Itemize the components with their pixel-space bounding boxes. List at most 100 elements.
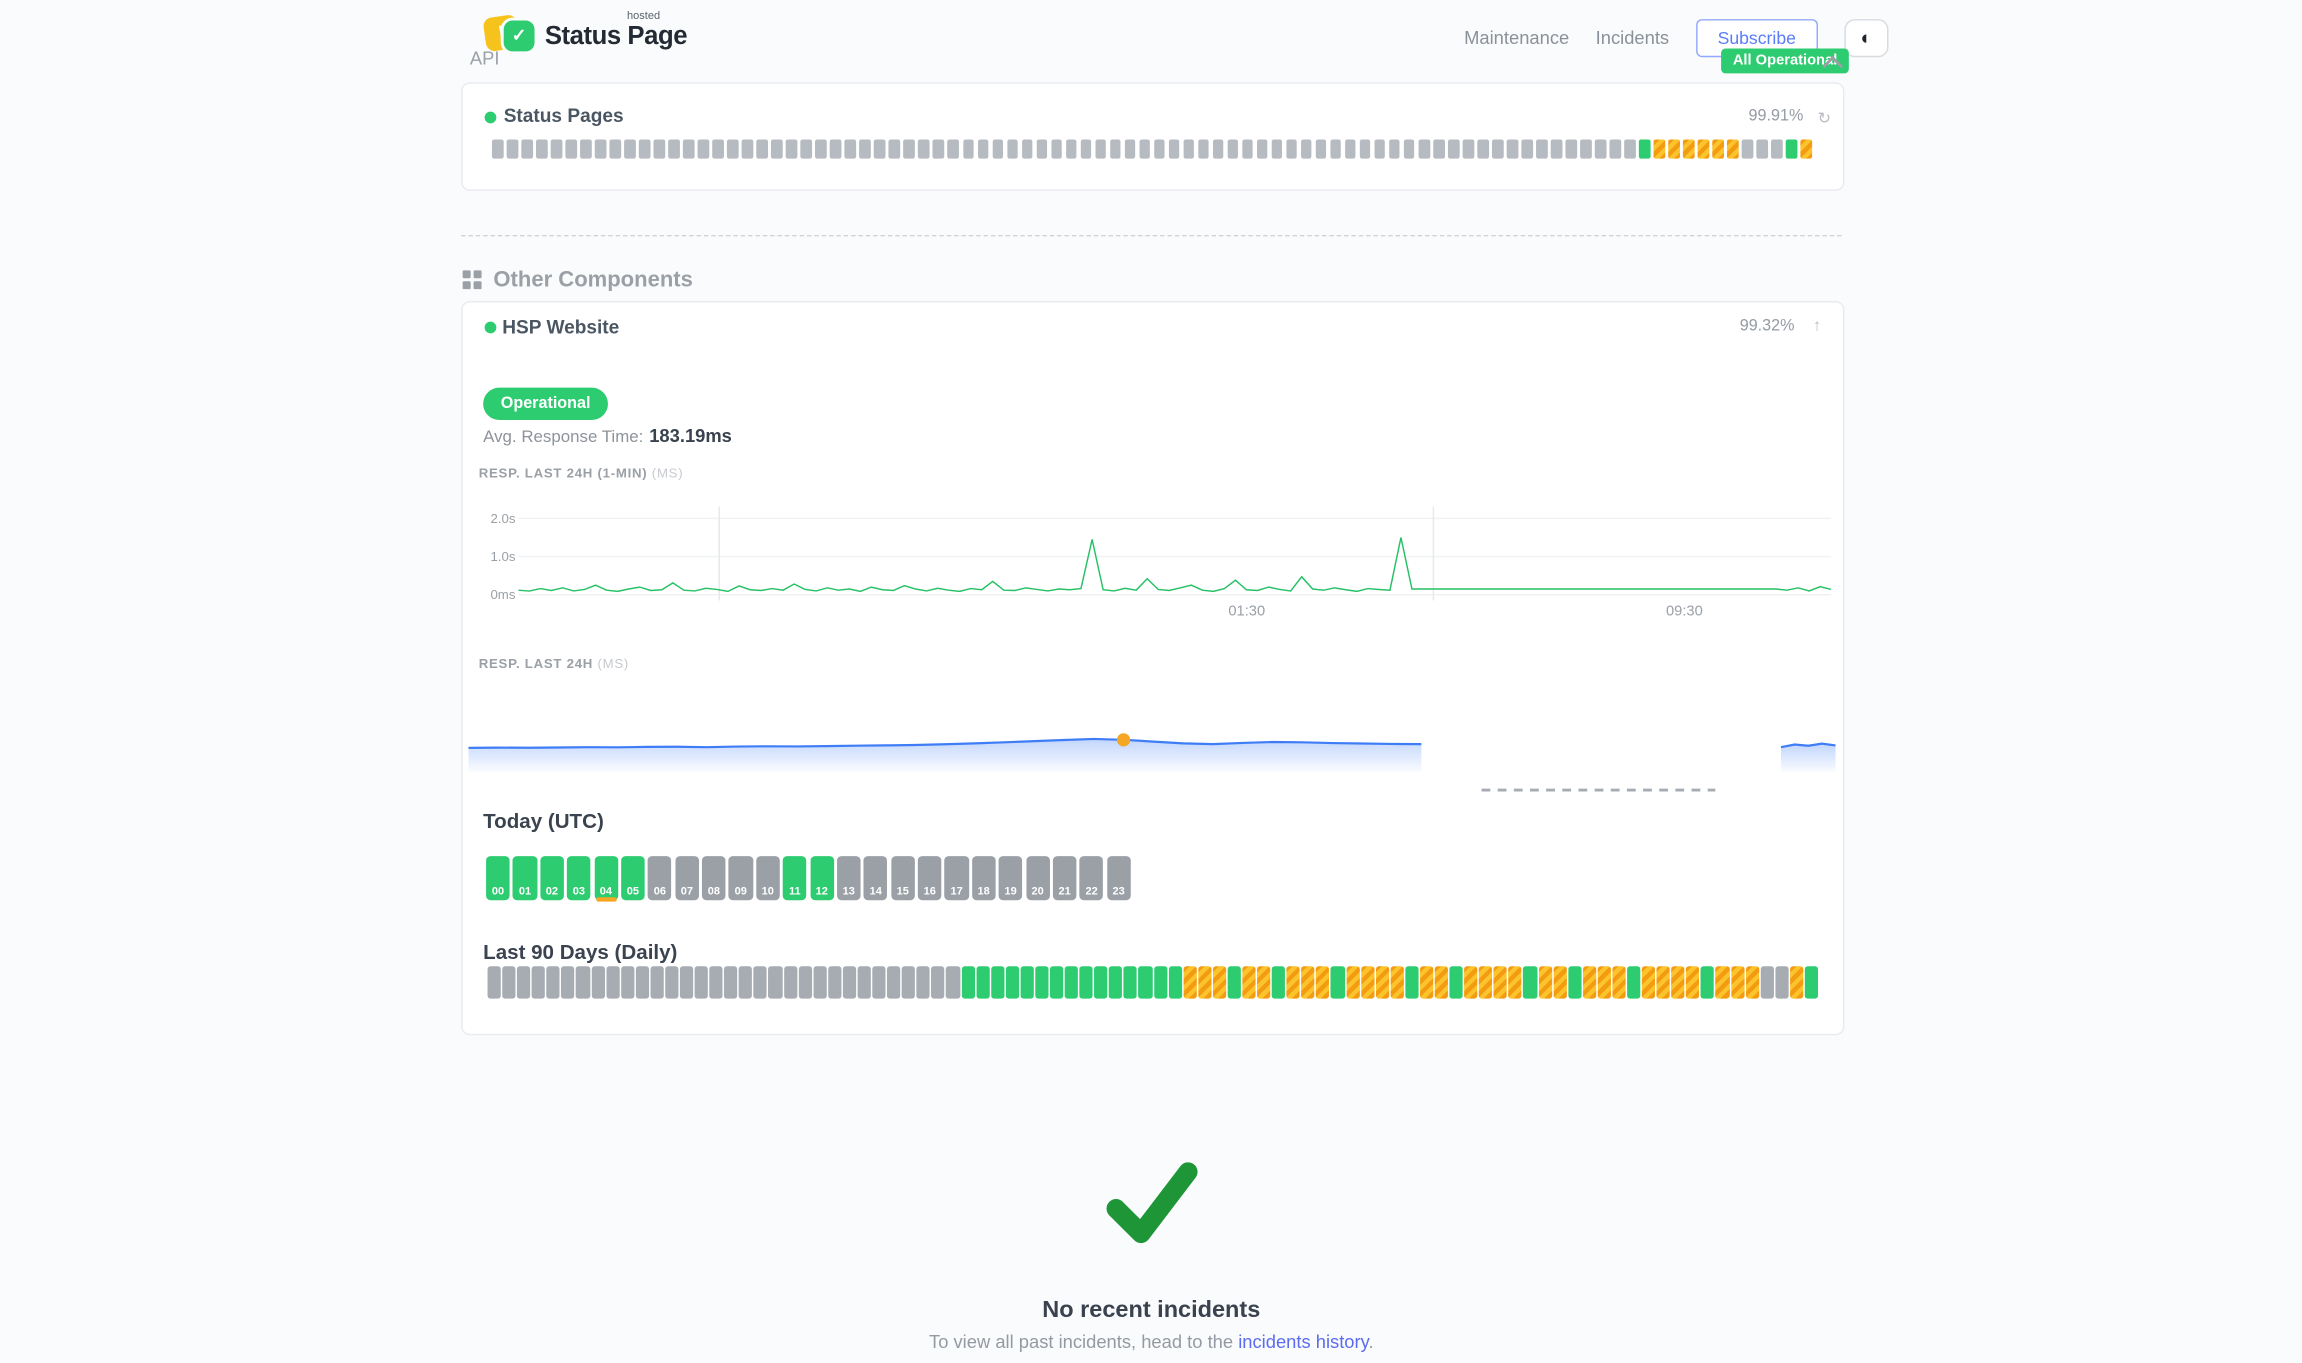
uptime-day-bar[interactable] [1727, 139, 1739, 159]
daily-uptime-bar[interactable] [1257, 966, 1271, 999]
daily-uptime-bar[interactable] [1064, 966, 1079, 999]
daily-uptime-bar[interactable] [990, 966, 1005, 999]
daily-uptime-bar[interactable] [1183, 966, 1197, 999]
theme-toggle-button[interactable]: ◐ [1844, 19, 1889, 58]
uptime-day-bar[interactable] [1183, 139, 1195, 159]
daily-uptime-bar[interactable] [842, 966, 857, 999]
uptime-day-bar[interactable] [1345, 139, 1357, 159]
hour-block-04[interactable]: 04 [594, 856, 618, 902]
daily-uptime-bar[interactable] [1049, 966, 1064, 999]
daily-uptime-bar[interactable] [635, 966, 649, 999]
hour-block-10[interactable]: 10 [755, 856, 780, 901]
uptime-day-bar[interactable] [1433, 139, 1445, 159]
uptime-day-bar[interactable] [1153, 139, 1165, 159]
uptime-day-bar[interactable] [859, 139, 871, 159]
daily-uptime-bar[interactable] [531, 966, 546, 999]
uptime-day-bar[interactable] [1374, 139, 1386, 159]
daily-uptime-bar[interactable] [502, 966, 516, 999]
uptime-day-bar[interactable] [594, 139, 606, 159]
daily-uptime-bar[interactable] [1109, 966, 1123, 999]
daily-uptime-bar[interactable] [620, 966, 635, 999]
hour-block-13[interactable]: 13 [836, 856, 861, 901]
uptime-day-bar[interactable] [1065, 139, 1077, 159]
daily-uptime-bar[interactable] [1197, 966, 1212, 999]
uptime-day-bar[interactable] [1036, 139, 1048, 159]
daily-uptime-bar[interactable] [1612, 966, 1626, 999]
daily-uptime-bar[interactable] [1212, 966, 1227, 999]
incidents-history-link[interactable]: incidents history [1238, 1331, 1369, 1353]
nav-maintenance[interactable]: Maintenance [1464, 27, 1570, 49]
uptime-day-bar[interactable] [933, 139, 945, 159]
daily-uptime-bar[interactable] [517, 966, 531, 999]
hour-block-05[interactable]: 05 [620, 856, 645, 901]
uptime-day-bar[interactable] [1227, 139, 1239, 159]
daily-uptime-bar[interactable] [1493, 966, 1508, 999]
uptime-day-bar[interactable] [1639, 139, 1651, 159]
uptime-day-bar[interactable] [1124, 139, 1136, 159]
uptime-day-bar[interactable] [550, 139, 562, 159]
uptime-day-bar[interactable] [697, 139, 709, 159]
daily-uptime-bar[interactable] [1020, 966, 1034, 999]
uptime-day-bar[interactable] [1315, 139, 1327, 159]
daily-uptime-bar[interactable] [1627, 966, 1641, 999]
daily-uptime-bar[interactable] [591, 966, 605, 999]
daily-uptime-bar[interactable] [1538, 966, 1552, 999]
uptime-day-bar[interactable] [1006, 139, 1018, 159]
hour-block-22[interactable]: 22 [1079, 856, 1104, 901]
daily-uptime-bar[interactable] [724, 966, 738, 999]
daily-uptime-bar[interactable] [975, 966, 990, 999]
hour-block-00[interactable]: 00 [486, 856, 510, 901]
uptime-day-bar[interactable] [1580, 139, 1592, 159]
uptime-day-bar[interactable] [1742, 139, 1754, 159]
hour-block-02[interactable]: 02 [540, 856, 564, 901]
uptime-day-bar[interactable] [1403, 139, 1415, 159]
uptime-day-bar[interactable] [521, 139, 533, 159]
uptime-day-bar[interactable] [977, 139, 989, 159]
daily-uptime-bar[interactable] [872, 966, 886, 999]
daily-uptime-bar[interactable] [783, 966, 797, 999]
daily-uptime-bar[interactable] [546, 966, 561, 999]
uptime-day-bar[interactable] [1359, 139, 1371, 159]
daily-uptime-bar[interactable] [798, 966, 812, 999]
uptime-day-bar[interactable] [1771, 139, 1783, 159]
hour-block-07[interactable]: 07 [674, 856, 699, 901]
uptime-day-bar[interactable] [962, 139, 974, 159]
trend-up-icon[interactable]: ↑ [1812, 317, 1821, 335]
uptime-day-bar[interactable] [815, 139, 827, 159]
uptime-day-bar[interactable] [1712, 139, 1724, 159]
daily-uptime-bar[interactable] [1479, 966, 1493, 999]
hour-block-11[interactable]: 11 [782, 856, 807, 901]
daily-uptime-bar[interactable] [561, 966, 575, 999]
daily-uptime-bar[interactable] [1434, 966, 1449, 999]
daily-uptime-bar[interactable] [887, 966, 901, 999]
hour-block-12[interactable]: 12 [809, 856, 834, 901]
uptime-day-bar[interactable] [844, 139, 856, 159]
uptime-day-bar[interactable] [491, 139, 503, 159]
daily-uptime-bar[interactable] [1760, 966, 1774, 999]
uptime-day-bar[interactable] [565, 139, 577, 159]
uptime-day-bar[interactable] [918, 139, 930, 159]
uptime-day-bar[interactable] [1565, 139, 1577, 159]
uptime-day-bar[interactable] [1139, 139, 1151, 159]
nav-incidents[interactable]: Incidents [1595, 27, 1670, 49]
uptime-day-bar[interactable] [756, 139, 768, 159]
uptime-day-bar[interactable] [1300, 139, 1312, 159]
daily-uptime-bar[interactable] [753, 966, 768, 999]
daily-uptime-bar[interactable] [665, 966, 679, 999]
uptime-day-bar[interactable] [771, 139, 783, 159]
daily-uptime-bar[interactable] [1641, 966, 1656, 999]
daily-uptime-bar[interactable] [1079, 966, 1093, 999]
uptime-day-bar[interactable] [1109, 139, 1121, 159]
hour-block-20[interactable]: 20 [1025, 856, 1050, 901]
uptime-day-bar[interactable] [1286, 139, 1298, 159]
daily-uptime-bar[interactable] [739, 966, 753, 999]
uptime-day-bar[interactable] [786, 139, 798, 159]
uptime-day-bar[interactable] [992, 139, 1004, 159]
daily-uptime-bar[interactable] [1671, 966, 1685, 999]
daily-uptime-bar[interactable] [1242, 966, 1256, 999]
uptime-day-bar[interactable] [1595, 139, 1607, 159]
uptime-day-bar[interactable] [1756, 139, 1768, 159]
daily-uptime-bar[interactable] [1405, 966, 1419, 999]
daily-uptime-bar[interactable] [1701, 966, 1715, 999]
daily-uptime-bar[interactable] [1686, 966, 1700, 999]
